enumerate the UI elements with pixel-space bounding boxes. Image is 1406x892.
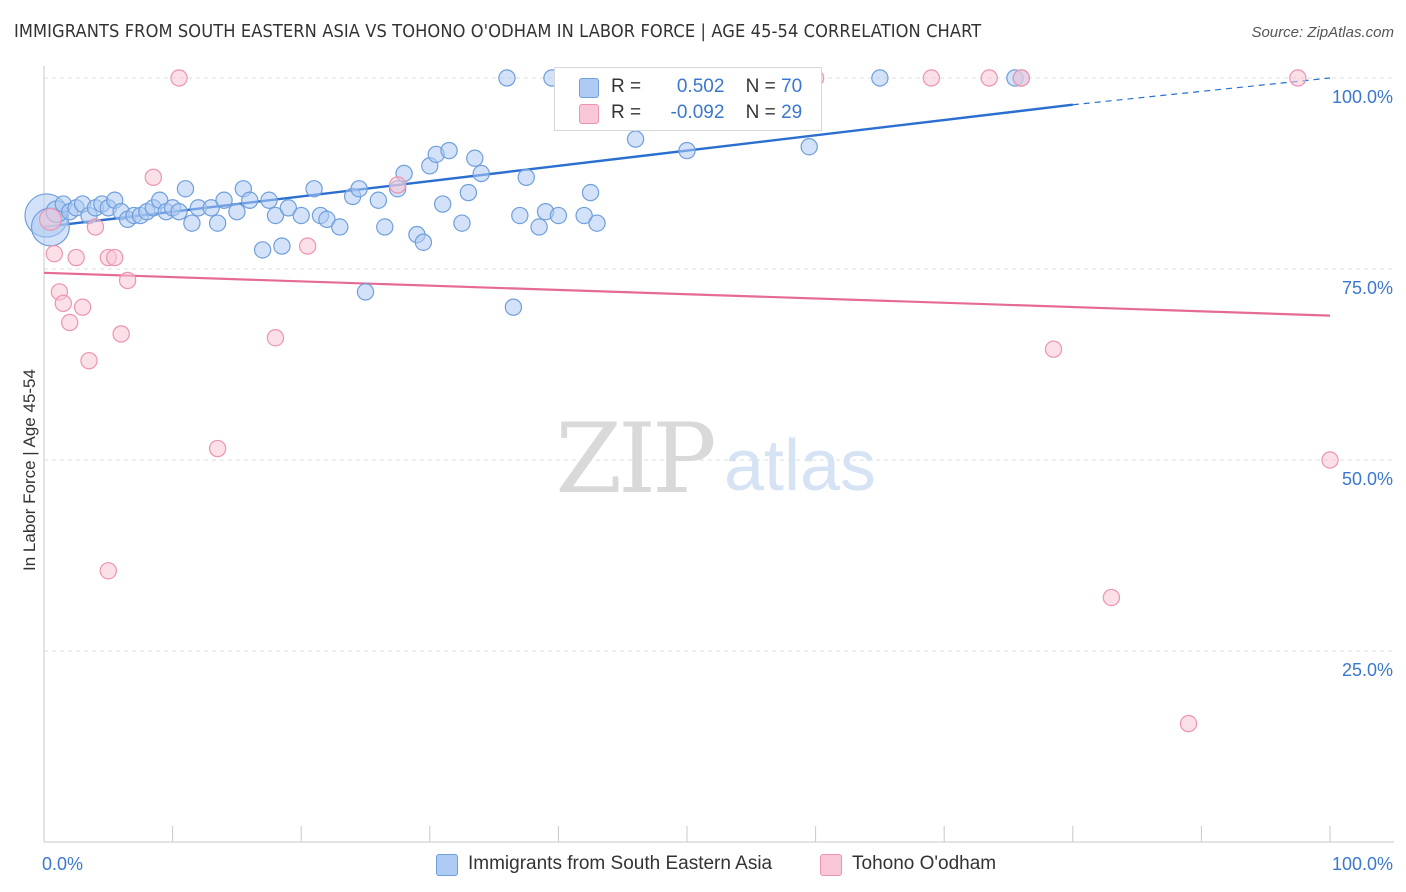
point-immigrants bbox=[369, 191, 388, 209]
point-immigrants bbox=[183, 214, 201, 232]
legend-r-label: R = bbox=[611, 102, 642, 123]
point-tohono bbox=[1012, 69, 1031, 87]
point-immigrants bbox=[318, 210, 336, 229]
legend-swatch-blue bbox=[579, 78, 599, 98]
point-immigrants bbox=[871, 69, 889, 87]
point-immigrants bbox=[414, 233, 433, 251]
point-immigrants bbox=[215, 191, 233, 209]
y-tick-label: 100.0% bbox=[1332, 87, 1393, 107]
x-tick-label: 100.0% bbox=[1332, 854, 1393, 874]
point-tohono bbox=[45, 245, 63, 263]
watermark-atlas: atlas bbox=[724, 426, 876, 506]
point-tohono bbox=[39, 207, 62, 231]
data-points bbox=[24, 69, 1339, 733]
source-label: Source: ZipAtlas.com bbox=[1251, 24, 1394, 41]
point-tohono bbox=[170, 69, 188, 87]
legend-n-value: 70 bbox=[781, 76, 803, 97]
x-tick-label: 0.0% bbox=[42, 854, 83, 874]
point-tohono bbox=[1179, 714, 1198, 733]
point-immigrants bbox=[472, 164, 490, 183]
legend-r-value: -0.092 bbox=[670, 102, 725, 123]
point-tohono bbox=[106, 248, 124, 267]
point-tohono bbox=[80, 351, 98, 370]
point-immigrants bbox=[678, 141, 696, 160]
point-immigrants bbox=[279, 199, 298, 217]
tick-labels: 25.0% 50.0% 75.0% 100.0% 0.0% 100.0% bbox=[42, 87, 1393, 874]
point-immigrants bbox=[466, 149, 484, 167]
point-immigrants bbox=[549, 206, 568, 225]
y-tick-label: 50.0% bbox=[1342, 469, 1393, 489]
point-immigrants bbox=[356, 283, 375, 301]
point-immigrants bbox=[170, 202, 188, 221]
y-tick-label: 75.0% bbox=[1342, 278, 1393, 298]
point-immigrants bbox=[440, 141, 458, 160]
point-immigrants bbox=[208, 214, 227, 232]
legend-swatch-pink bbox=[579, 104, 599, 124]
point-immigrants bbox=[350, 180, 368, 198]
point-tohono bbox=[1102, 588, 1121, 607]
point-tohono bbox=[99, 562, 118, 580]
watermark-zip: ZIP bbox=[555, 403, 714, 515]
point-tohono bbox=[208, 439, 227, 458]
trend-line-tohono bbox=[43, 271, 1331, 317]
point-immigrants bbox=[517, 168, 535, 187]
point-tohono bbox=[86, 218, 105, 236]
point-immigrants bbox=[202, 199, 220, 217]
point-tohono bbox=[922, 69, 941, 87]
y-tick-label: 25.0% bbox=[1342, 660, 1393, 680]
point-immigrants bbox=[581, 183, 600, 202]
point-immigrants bbox=[800, 138, 818, 156]
point-tohono bbox=[54, 294, 72, 313]
watermark: ZIP atlas bbox=[555, 403, 876, 515]
legend-label-immigrants: Immigrants from South Eastern Asia bbox=[468, 853, 773, 874]
point-tohono bbox=[980, 69, 998, 87]
legend-n-label: N = bbox=[745, 76, 776, 97]
point-immigrants bbox=[266, 206, 285, 225]
point-tohono bbox=[1289, 69, 1307, 87]
point-immigrants bbox=[575, 206, 593, 225]
point-immigrants bbox=[453, 214, 471, 232]
point-immigrants bbox=[228, 202, 246, 221]
legend-r-value: 0.502 bbox=[676, 76, 725, 97]
point-immigrants bbox=[433, 195, 452, 213]
point-immigrants bbox=[260, 191, 278, 209]
point-immigrants bbox=[626, 130, 645, 148]
point-tohono bbox=[67, 248, 85, 267]
point-immigrants bbox=[498, 69, 516, 87]
point-tohono bbox=[61, 313, 79, 332]
point-immigrants bbox=[376, 218, 394, 236]
point-immigrants bbox=[588, 214, 606, 232]
point-tohono bbox=[298, 237, 317, 255]
legend-n-value: 29 bbox=[781, 102, 803, 123]
point-immigrants bbox=[530, 218, 548, 236]
point-immigrants bbox=[459, 183, 478, 202]
point-tohono bbox=[266, 329, 285, 347]
legend-r-label: R = bbox=[611, 76, 642, 97]
legend-swatch-immigrants bbox=[436, 854, 458, 876]
legend-n-label: N = bbox=[745, 102, 776, 123]
point-tohono bbox=[112, 325, 130, 343]
series-legend: Immigrants from South Eastern Asia Tohon… bbox=[0, 852, 1406, 878]
chart-title: IMMIGRANTS FROM SOUTH EASTERN ASIA VS TO… bbox=[14, 22, 982, 42]
point-tohono bbox=[1321, 451, 1339, 469]
point-immigrants bbox=[305, 180, 323, 198]
gridlines bbox=[44, 77, 1394, 652]
point-immigrants bbox=[176, 180, 195, 198]
point-immigrants bbox=[331, 218, 349, 236]
point-tohono bbox=[73, 298, 92, 316]
correlation-legend: R = 0.502 N = 70 R = -0.092 N = 29 bbox=[554, 67, 822, 131]
point-immigrants bbox=[511, 206, 529, 225]
point-immigrants bbox=[253, 241, 272, 259]
point-immigrants bbox=[292, 206, 310, 225]
point-tohono bbox=[388, 176, 407, 194]
legend-swatch-tohono bbox=[820, 854, 842, 876]
point-tohono bbox=[118, 271, 137, 290]
point-tohono bbox=[144, 168, 163, 187]
point-immigrants bbox=[241, 191, 259, 209]
point-tohono bbox=[1044, 340, 1063, 358]
point-immigrants bbox=[273, 237, 291, 255]
point-immigrants bbox=[504, 298, 523, 316]
legend-label-tohono: Tohono O'odham bbox=[852, 853, 997, 874]
